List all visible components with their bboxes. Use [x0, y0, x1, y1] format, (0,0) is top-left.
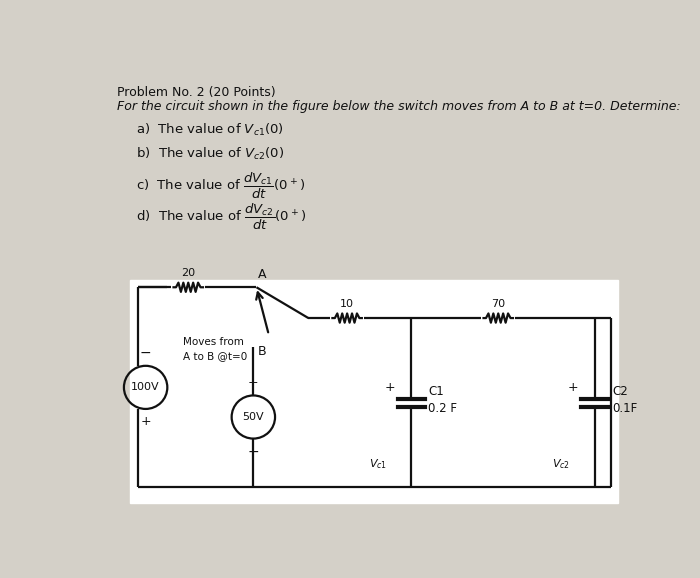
Text: B: B	[258, 345, 267, 358]
Text: b)  The value of $V_{c2}$(0): b) The value of $V_{c2}$(0)	[136, 146, 284, 162]
Text: For the circuit shown in the figure below the switch moves from A to B at t=0. D: For the circuit shown in the figure belo…	[117, 100, 680, 113]
Text: d)  The value of $\dfrac{dV_{c2}}{dt}$$(0^+)$: d) The value of $\dfrac{dV_{c2}}{dt}$$(0…	[136, 202, 306, 232]
Text: +: +	[140, 415, 151, 428]
Text: +: +	[248, 376, 259, 390]
Text: $V_{c1}$: $V_{c1}$	[368, 457, 386, 470]
Text: 70: 70	[491, 299, 505, 309]
Text: a)  The value of $V_{c1}$(0): a) The value of $V_{c1}$(0)	[136, 122, 284, 138]
Text: 0.1F: 0.1F	[612, 402, 638, 416]
Text: 50V: 50V	[242, 412, 264, 422]
Text: 100V: 100V	[132, 383, 160, 392]
Text: −: −	[248, 444, 259, 459]
Text: c)  The value of $\dfrac{dV_{c1}}{dt}$$(0^+)$: c) The value of $\dfrac{dV_{c1}}{dt}$$(0…	[136, 171, 304, 201]
Text: 0.2 F: 0.2 F	[428, 402, 458, 416]
Text: Problem No. 2 (20 Points): Problem No. 2 (20 Points)	[117, 86, 276, 99]
Text: $V_{c2}$: $V_{c2}$	[552, 457, 570, 470]
Text: Moves from
A to B @t=0: Moves from A to B @t=0	[183, 338, 247, 361]
Text: 20: 20	[181, 268, 195, 278]
Text: +: +	[568, 381, 579, 394]
Text: +: +	[384, 381, 395, 394]
Text: C1: C1	[428, 386, 444, 398]
Text: −: −	[140, 346, 151, 360]
Text: C2: C2	[612, 386, 628, 398]
Bar	[130, 280, 618, 503]
Text: 10: 10	[340, 299, 354, 309]
Text: A: A	[258, 268, 267, 281]
